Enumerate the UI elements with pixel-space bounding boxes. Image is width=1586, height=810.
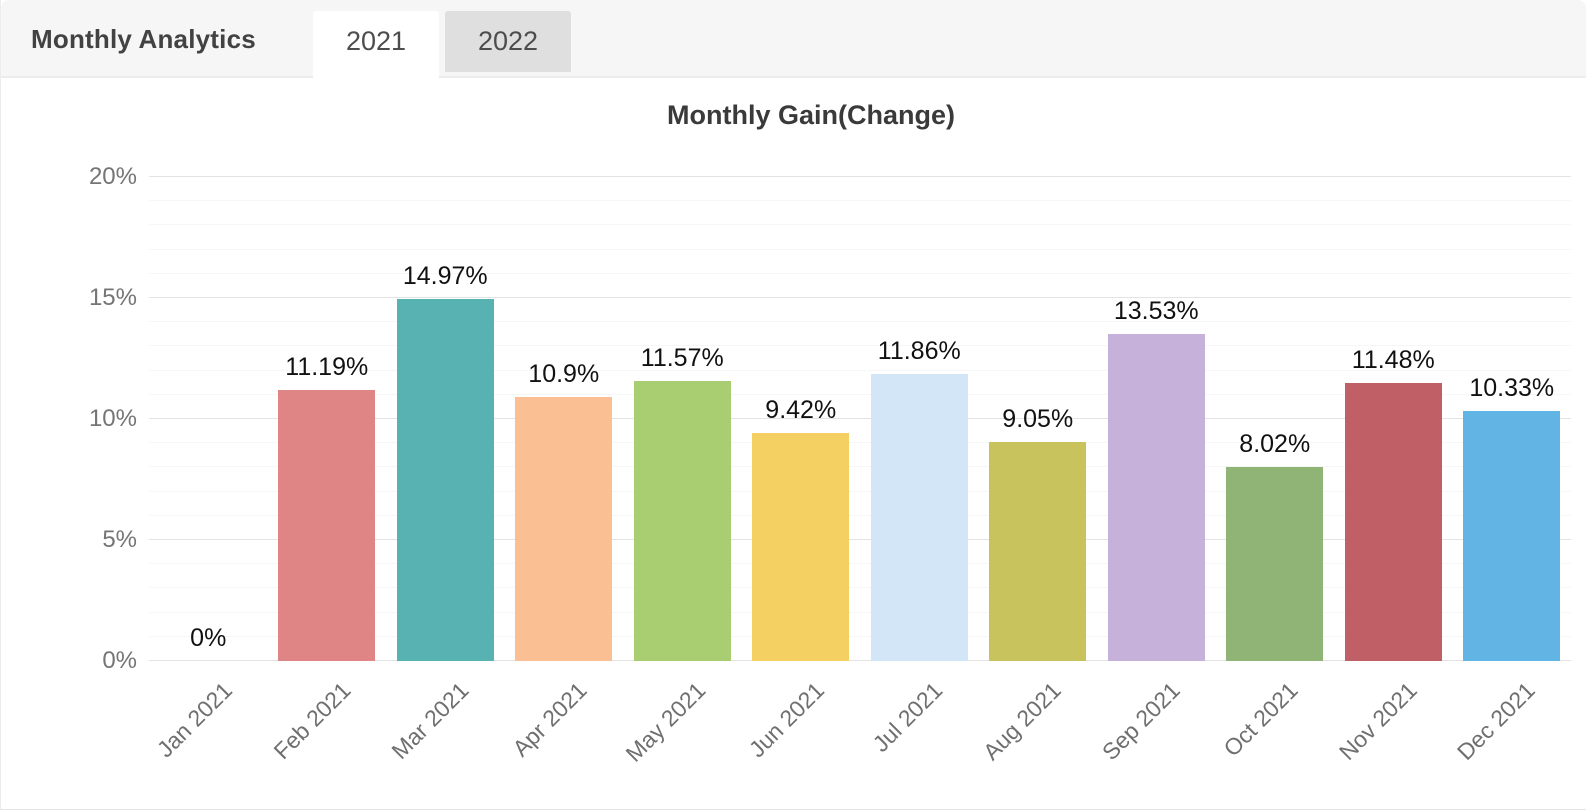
bar-value-label: 10.33% — [1469, 374, 1555, 403]
bar-value-label: 0% — [190, 624, 227, 652]
x-axis-label-feb-2021: Feb 2021 — [268, 677, 356, 765]
bar-dec-2021[interactable] — [1463, 411, 1561, 661]
y-axis-tick-label: 15% — [88, 284, 137, 311]
bar-nov-2021[interactable] — [1344, 383, 1442, 661]
bar-value-label: 13.53% — [1113, 296, 1199, 325]
major-gridline — [149, 660, 1571, 661]
x-axis-label-jun-2021: Jun 2021 — [743, 677, 830, 763]
minor-gridline — [149, 345, 1571, 347]
minor-gridline — [149, 514, 1571, 516]
bar-sep-2021[interactable] — [1107, 333, 1205, 661]
minor-gridline — [149, 224, 1571, 226]
tab-2021[interactable]: 2021 — [313, 11, 439, 80]
x-axis-label-jan-2021: Jan 2021 — [151, 677, 237, 763]
y-axis-tick-label: 20% — [88, 163, 137, 190]
bar-chart: Monthly Gain(Change) 0% 5% 10% 15% 20% 0% Jan … — [1, 78, 1586, 808]
y-axis-tick-label: 10% — [88, 405, 137, 432]
minor-gridline — [149, 466, 1571, 468]
bar-value-label: 11.57% — [640, 344, 724, 373]
bar-apr-2021[interactable] — [515, 397, 613, 661]
x-axis-label-aug-2021: Aug 2021 — [978, 677, 1067, 766]
bar-value-label: 11.48% — [1351, 346, 1435, 375]
tab-2022[interactable]: 2022 — [445, 11, 571, 72]
page-title: Monthly Analytics — [31, 24, 256, 54]
x-axis-label-jul-2021: Jul 2021 — [867, 677, 948, 757]
bar-jun-2021[interactable] — [752, 433, 850, 661]
x-axis-label-dec-2021: Dec 2021 — [1452, 677, 1541, 766]
bar-value-label: 10.9% — [528, 360, 600, 389]
major-gridline — [149, 418, 1571, 419]
minor-gridline — [149, 611, 1571, 613]
minor-gridline — [149, 587, 1571, 589]
y-axis-tick-label: 0% — [102, 647, 137, 674]
bar-feb-2021[interactable] — [278, 390, 376, 661]
x-axis-label-mar-2021: Mar 2021 — [386, 677, 474, 765]
minor-gridline — [149, 369, 1571, 371]
bar-jul-2021[interactable] — [870, 374, 968, 661]
bar-value-label: 8.02% — [1239, 429, 1311, 458]
bar-value-label: 11.86% — [877, 337, 961, 365]
card-header: Monthly Analytics 2021 2022 — [1, 0, 1586, 80]
minor-gridline — [149, 248, 1571, 250]
bar-value-label: 14.97% — [402, 261, 488, 290]
minor-gridline — [149, 490, 1571, 492]
x-axis-label-sep-2021: Sep 2021 — [1096, 677, 1185, 766]
minor-gridline — [149, 321, 1571, 323]
bar-oct-2021[interactable] — [1226, 466, 1324, 661]
x-axis-label-apr-2021: Apr 2021 — [507, 677, 593, 762]
x-axis-label-may-2021: May 2021 — [620, 677, 711, 767]
bar-may-2021[interactable] — [633, 381, 731, 661]
bar-value-label: 9.42% — [765, 396, 837, 425]
x-axis-label-nov-2021: Nov 2021 — [1333, 677, 1422, 766]
major-gridline — [149, 297, 1571, 298]
minor-gridline — [149, 272, 1571, 274]
x-axis-label-oct-2021: Oct 2021 — [1218, 677, 1304, 762]
chart-title: Monthly Gain(Change) — [667, 100, 955, 130]
bar-value-label: 11.19% — [285, 353, 369, 382]
minor-gridline — [149, 563, 1571, 565]
major-gridline — [149, 539, 1571, 540]
minor-gridline — [149, 635, 1571, 637]
minor-gridline — [149, 442, 1571, 444]
bar-value-label: 9.05% — [1002, 405, 1074, 433]
minor-gridline — [149, 200, 1571, 202]
bar-aug-2021[interactable] — [989, 442, 1087, 661]
bar-mar-2021[interactable] — [396, 298, 494, 661]
major-gridline — [149, 176, 1571, 177]
plot-area: 0% 5% 10% 15% 20% 0% Jan 2021 11.19% Feb 2021 14.… — [89, 163, 1571, 767]
y-axis-tick-label: 5% — [102, 526, 137, 553]
minor-gridline — [149, 393, 1571, 395]
